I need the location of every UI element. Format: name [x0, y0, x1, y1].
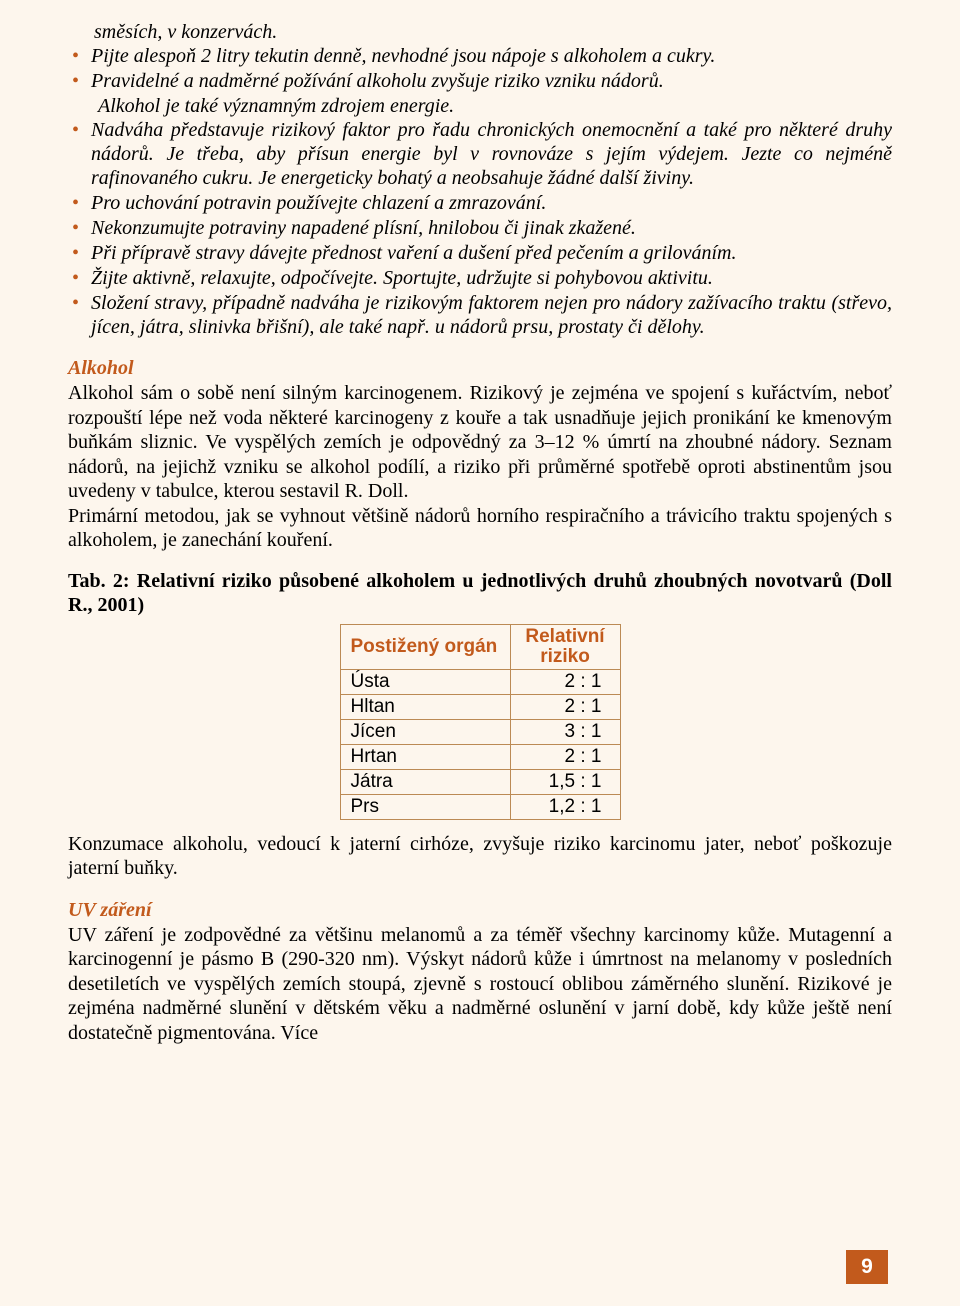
bullet-text: Pijte alespoň 2 litry tekutin denně, nev…	[91, 44, 892, 68]
table-cell-ratio: 3 : 1	[510, 719, 620, 744]
table-row: Játra1,5 : 1	[340, 769, 620, 794]
table-cell-organ: Jícen	[340, 719, 510, 744]
bullet-text: Nadváha představuje rizikový faktor pro …	[91, 118, 892, 190]
bullet-text: Složení stravy, případně nadváha je rizi…	[91, 291, 892, 339]
bullet-item: • Při přípravě stravy dávejte přednost va…	[72, 241, 892, 265]
table-after-paragraph: Konzumace alkoholu, vedoucí k jaterní ci…	[68, 832, 892, 881]
table-cell-ratio: 1,2 : 1	[510, 794, 620, 819]
bullet-item: • Nekonzumujte potraviny napadené plísní,…	[72, 216, 892, 240]
continuation-text: směsích, v konzervách.	[94, 20, 892, 44]
table-cell-organ: Hrtan	[340, 744, 510, 769]
alkohol-heading: Alkohol	[68, 357, 892, 380]
bullet-dot-icon: •	[72, 291, 79, 339]
table-row: Hltan2 : 1	[340, 694, 620, 719]
table-cell-organ: Ústa	[340, 669, 510, 694]
bullet-continuation: Alkohol je také významným zdrojem energi…	[98, 94, 892, 118]
table-cell-ratio: 2 : 1	[510, 669, 620, 694]
bullet-dot-icon: •	[72, 69, 79, 93]
table-cell-ratio: 2 : 1	[510, 694, 620, 719]
table-row: Hrtan2 : 1	[340, 744, 620, 769]
bullet-item: •Složení stravy, případně nadváha je riz…	[72, 291, 892, 339]
bullet-text: Pravidelné a nadměrné požívání alkoholu …	[91, 69, 892, 93]
bullet-dot-icon: •	[72, 216, 79, 240]
table-header-organ: Postižený orgán	[340, 624, 510, 669]
table-caption: Tab. 2: Relativní riziko působené alkoho…	[68, 569, 892, 618]
bullet-item: • Pravidelné a nadměrné požívání alkoholu…	[72, 69, 892, 93]
bullet-text: Pro uchování potravin používejte chlazen…	[91, 191, 892, 215]
table-cell-organ: Prs	[340, 794, 510, 819]
risk-table: Postižený orgán Relativníriziko Ústa2 : …	[340, 624, 621, 820]
bullet-item: • Pijte alespoň 2 litry tekutin denně, ne…	[72, 44, 892, 68]
table-row: Jícen3 : 1	[340, 719, 620, 744]
table-cell-organ: Hltan	[340, 694, 510, 719]
bullet-dot-icon: •	[72, 191, 79, 215]
table-cell-ratio: 1,5 : 1	[510, 769, 620, 794]
bullet-item: •Nadváha představuje rizikový faktor pro…	[72, 118, 892, 190]
bullet-text: Při přípravě stravy dávejte přednost vař…	[91, 241, 892, 265]
bullet-text: Žijte aktivně, relaxujte, odpočívejte. S…	[91, 266, 892, 290]
page-number: 9	[846, 1250, 888, 1284]
bullet-text: Nekonzumujte potraviny napadené plísní, …	[91, 216, 892, 240]
bullet-dot-icon: •	[72, 241, 79, 265]
table-cell-ratio: 2 : 1	[510, 744, 620, 769]
table-row: Prs1,2 : 1	[340, 794, 620, 819]
bullet-dot-icon: •	[72, 44, 79, 68]
uv-heading: UV záření	[68, 899, 892, 922]
bullet-dot-icon: •	[72, 266, 79, 290]
uv-paragraph-1: UV záření je zodpovědné za většinu melan…	[68, 923, 892, 1046]
alkohol-paragraph-2: Primární metodou, jak se vyhnout většině…	[68, 504, 892, 553]
bullet-item: • Pro uchování potravin používejte chlaze…	[72, 191, 892, 215]
bullet-list: • Pijte alespoň 2 litry tekutin denně, ne…	[72, 44, 892, 339]
bullet-item: • Žijte aktivně, relaxujte, odpočívejte. …	[72, 266, 892, 290]
bullet-dot-icon: •	[72, 118, 79, 190]
table-cell-organ: Játra	[340, 769, 510, 794]
table-row: Ústa2 : 1	[340, 669, 620, 694]
alkohol-paragraph-1: Alkohol sám o sobě není silným karcinoge…	[68, 381, 892, 504]
table-header-ratio: Relativníriziko	[510, 624, 620, 669]
